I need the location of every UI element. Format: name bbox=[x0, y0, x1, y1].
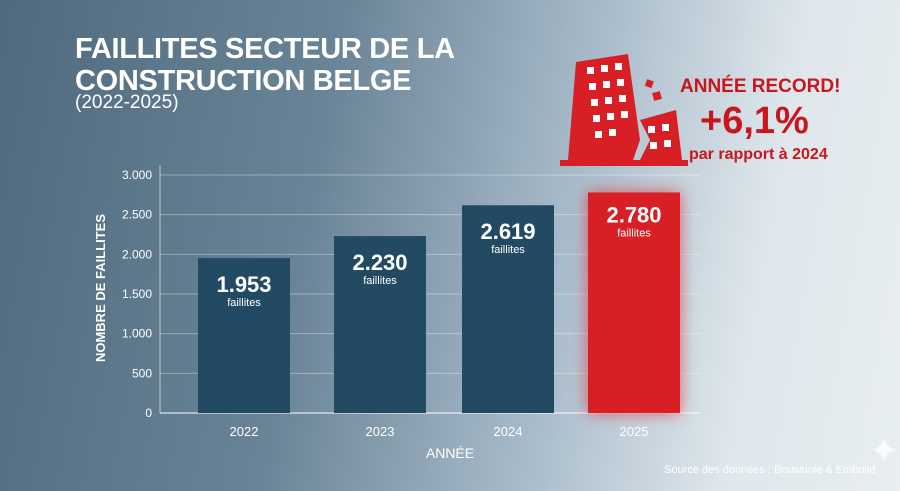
chart-title: FAILLITES SECTEUR DE LA CONSTRUCTION BEL… bbox=[75, 33, 454, 97]
data-label-unit: faillites bbox=[363, 275, 397, 287]
data-label-unit: faillites bbox=[491, 244, 525, 256]
x-tick-label: 2022 bbox=[230, 424, 259, 439]
sparkle-icon bbox=[872, 438, 896, 462]
y-tick-label: 0 bbox=[145, 406, 152, 420]
chart-subtitle: (2022-2025) bbox=[75, 92, 179, 113]
y-tick-label: 3.000 bbox=[122, 168, 152, 182]
bar-2025 bbox=[588, 192, 680, 413]
x-tick-label: 2023 bbox=[366, 424, 395, 439]
data-label-unit: faillites bbox=[227, 297, 261, 309]
y-tick-label: 2.500 bbox=[122, 208, 152, 222]
data-label: 1.953 bbox=[216, 272, 271, 297]
source-note: Source des données : Bouwunie & Embuild bbox=[664, 464, 876, 476]
data-label: 2.230 bbox=[352, 250, 407, 275]
y-tick-label: 2.000 bbox=[122, 247, 152, 261]
bar-2022 bbox=[198, 258, 290, 413]
data-label-unit: faillites bbox=[617, 227, 651, 239]
y-tick-label: 1.000 bbox=[122, 327, 152, 341]
data-label: 2.619 bbox=[480, 219, 535, 244]
x-axis-label: ANNÉE bbox=[426, 445, 474, 461]
x-tick-label: 2024 bbox=[494, 424, 523, 439]
record-headline: ANNÉE RECORD! bbox=[680, 76, 841, 97]
y-tick-label: 1.500 bbox=[122, 287, 152, 301]
bar-2023 bbox=[334, 236, 426, 413]
comparison-text: par rapport à 2024 bbox=[689, 146, 828, 163]
percent-change: +6,1% bbox=[700, 100, 809, 142]
y-tick-label: 500 bbox=[132, 366, 152, 380]
data-label: 2.780 bbox=[606, 202, 661, 227]
bar-2024 bbox=[462, 205, 554, 413]
y-axis-label: NOMBRE DE FAILLITES bbox=[93, 214, 108, 362]
collapsing-building-icon bbox=[560, 54, 688, 168]
x-tick-label: 2025 bbox=[620, 424, 649, 439]
